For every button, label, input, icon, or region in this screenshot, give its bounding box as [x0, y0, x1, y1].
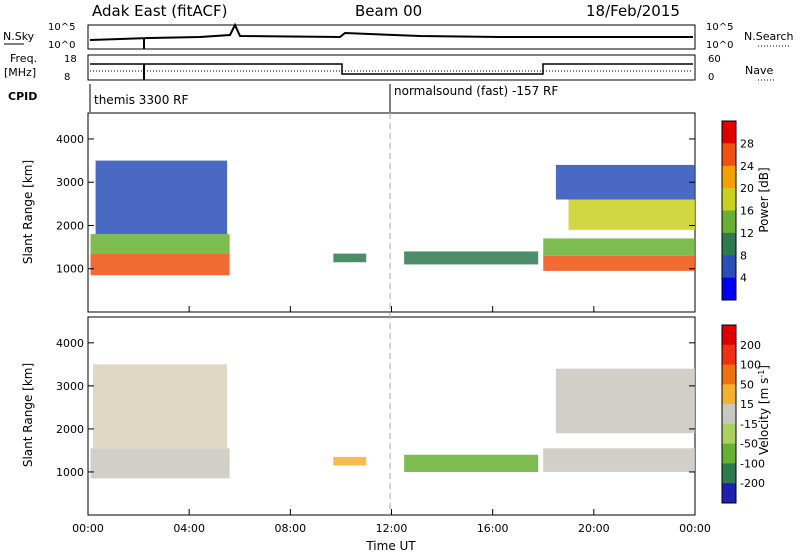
- power-region-6: [543, 238, 695, 256]
- power-region-7: [568, 199, 695, 230]
- velocity-colorbar-tick-4: -15: [740, 418, 758, 431]
- power-colorbar-tick-2: 20: [740, 182, 754, 195]
- power-ytick-label-1: 2000: [56, 219, 84, 232]
- power-region-1: [90, 234, 230, 254]
- power-region-0: [90, 253, 230, 276]
- velocity-region-4: [543, 448, 695, 472]
- power-ytick-label-2: 3000: [56, 176, 84, 189]
- power-colorbar-swatch-1: [722, 143, 736, 167]
- velocity-ytick-label-0: 1000: [56, 466, 84, 479]
- cpid-segment-1: themis 3300 RF: [94, 93, 188, 107]
- velocity-colorbar-swatch-4: [722, 404, 736, 425]
- freq-panel: Freq. [MHz] 18 8 60 0 Nave: [4, 52, 776, 83]
- power-panel: 1000 2000 3000 4000 Slant Range [km] 28 24 20…: [21, 112, 771, 313]
- power-colorbar-swatch-6: [722, 255, 736, 279]
- xtick-label-2: 08:00: [274, 522, 306, 535]
- velocity-ytick-label-2: 3000: [56, 380, 84, 393]
- velocity-colorbar-swatch-6: [722, 443, 736, 464]
- velocity-region-2: [333, 456, 367, 466]
- power-colorbar-swatch-4: [722, 210, 736, 234]
- velocity-colorbar-swatch-3: [722, 384, 736, 405]
- velocity-region-0: [90, 448, 230, 479]
- xtick-label-1: 04:00: [173, 522, 205, 535]
- velocity-region-1: [93, 364, 228, 449]
- nsky-label: N.Sky: [3, 30, 35, 43]
- freq-label-2: [MHz]: [4, 66, 36, 79]
- cpid-panel: CPID themis 3300 RF normalsound (fast) -…: [8, 84, 558, 112]
- velocity-colorbar-swatch-5: [722, 423, 736, 445]
- velocity-colorbar-swatch-0: [722, 325, 736, 346]
- nsearch-label: N.Search: [744, 30, 794, 43]
- power-colorbar-swatch-5: [722, 232, 736, 256]
- power-ytick-label-0: 1000: [56, 263, 84, 276]
- power-colorbar: 28 24 20 16 12 8 4: [721, 120, 754, 301]
- nsky-right-tick-top: 10^5: [706, 22, 733, 33]
- power-colorbar-tick-5: 8: [740, 249, 747, 262]
- velocity-colorbar-swatch-8: [722, 483, 736, 504]
- cpid-label: CPID: [8, 90, 37, 103]
- site-title: Adak East (fitACF): [92, 2, 227, 20]
- power-colorbar-tick-4: 12: [740, 227, 754, 240]
- freq-tick-bottom: 8: [64, 72, 70, 83]
- nave-label: Nave: [745, 64, 773, 77]
- velocity-colorbar-tick-6: -100: [740, 457, 765, 470]
- xtick-label-6: 00:00: [679, 522, 711, 535]
- power-colorbar-swatch-7: [722, 277, 736, 301]
- xtick-label-4: 16:00: [477, 522, 509, 535]
- power-ytick-label-3: 4000: [56, 133, 84, 146]
- beam-title: Beam 00: [355, 2, 422, 20]
- power-region-5: [543, 255, 695, 271]
- time-axis: 00:00 04:00 08:00 12:00 16:00 20:00 00:00: [72, 306, 711, 535]
- power-colorbar-tick-0: 28: [740, 137, 754, 150]
- velocity-region-5: [555, 368, 695, 434]
- velocity-colorbar-tick-2: 50: [740, 378, 754, 391]
- power-region-2: [95, 160, 228, 235]
- power-ylabel: Slant Range [km]: [21, 160, 35, 264]
- power-colorbar-swatch-0: [722, 121, 736, 144]
- date-title: 18/Feb/2015: [586, 2, 680, 20]
- velocity-colorbar: 200 100 50 15 -15 -50 -100 -200: [721, 324, 765, 504]
- xtick-label-0: 00:00: [72, 522, 104, 535]
- nsky-panel: N.Sky 10^5 10^0 10^5 10^0 N.Search: [3, 22, 794, 51]
- nsky-right-tick-bottom: 10^0: [706, 40, 733, 51]
- velocity-colorbar-tick-1: 100: [740, 359, 761, 372]
- freq-label-1: Freq.: [10, 52, 37, 65]
- power-colorbar-swatch-3: [722, 188, 736, 211]
- velocity-colorbar-label: Velocity [m s-1]: [757, 365, 771, 455]
- xtick-label-5: 20:00: [578, 522, 610, 535]
- velocity-colorbar-swatch-1: [722, 344, 736, 366]
- velocity-region-3: [404, 454, 539, 472]
- velocity-ytick-label-3: 4000: [56, 337, 84, 350]
- freq-tick-top: 18: [64, 54, 77, 65]
- power-colorbar-tick-1: 24: [740, 160, 754, 173]
- power-colorbar-tick-6: 4: [740, 272, 747, 285]
- velocity-colorbar-swatch-2: [722, 364, 736, 385]
- nsky-tick-top: 10^5: [48, 22, 75, 33]
- velocity-ytick-label-1: 2000: [56, 423, 84, 436]
- velocity-colorbar-tick-3: 15: [740, 398, 754, 411]
- power-region-8: [555, 164, 695, 200]
- velocity-ylabel: Slant Range [km]: [21, 363, 35, 467]
- power-region-4: [404, 251, 539, 265]
- velocity-colorbar-tick-0: 200: [740, 339, 761, 352]
- power-colorbar-label: Power [dB]: [757, 167, 771, 232]
- nsky-tick-bottom: 10^0: [48, 40, 75, 51]
- nave-tick-bottom: 0: [708, 72, 714, 83]
- power-region-3: [333, 253, 367, 263]
- velocity-panel: 1000 2000 3000 4000 Slant Range [km] 200 100…: [21, 316, 771, 516]
- time-axis-label: Time UT: [365, 539, 416, 553]
- power-colorbar-swatch-2: [722, 165, 736, 189]
- velocity-colorbar-tick-7: -200: [740, 477, 765, 490]
- power-colorbar-tick-3: 16: [740, 205, 754, 218]
- cpid-segment-2: normalsound (fast) -157 RF: [394, 84, 558, 98]
- xtick-label-3: 12:00: [376, 522, 408, 535]
- nave-tick-top: 60: [708, 54, 721, 65]
- velocity-colorbar-swatch-7: [722, 463, 736, 484]
- velocity-colorbar-tick-5: -50: [740, 438, 758, 451]
